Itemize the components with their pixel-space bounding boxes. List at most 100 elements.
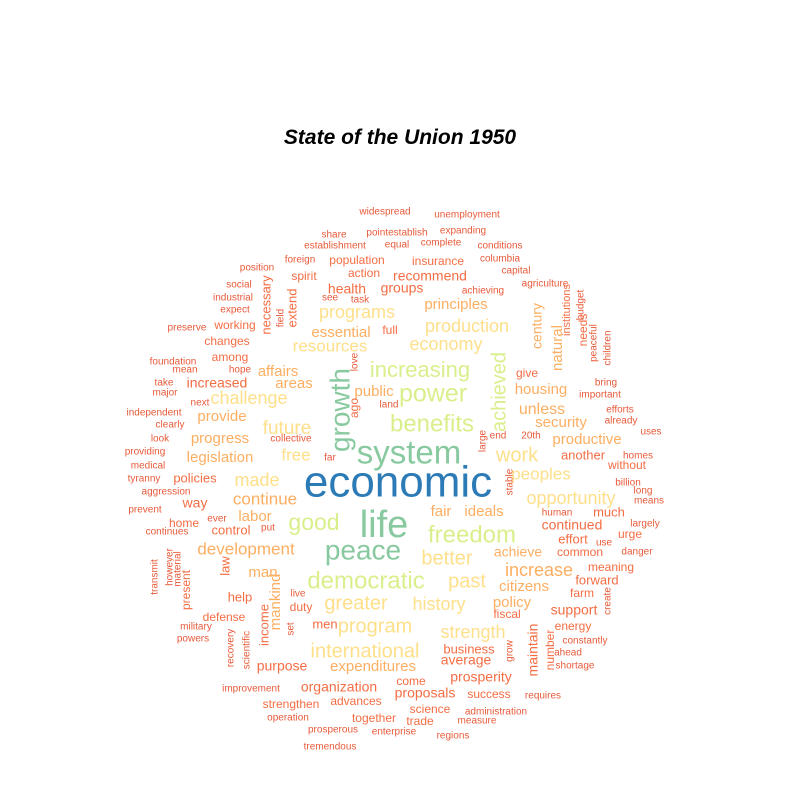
word-requires: requires: [525, 691, 561, 702]
word-capital: capital: [502, 266, 531, 277]
word-law: law: [217, 556, 232, 576]
word-give: give: [516, 366, 538, 380]
word-benefits: benefits: [390, 410, 474, 437]
word-grow: grow: [505, 639, 516, 661]
word-citizens: citizens: [499, 578, 549, 595]
word-live: live: [290, 589, 305, 600]
word-economy: economy: [409, 334, 482, 354]
word-prosperous: prosperous: [308, 725, 358, 736]
word-aggression: aggression: [142, 487, 191, 498]
word-work: work: [495, 444, 539, 466]
word-clearly: clearly: [156, 420, 185, 431]
word-meaning: meaning: [588, 560, 634, 574]
word-achieved: achieved: [488, 352, 510, 432]
word-large: large: [478, 429, 489, 452]
word-increasing: increasing: [370, 357, 470, 382]
word-maintain: maintain: [525, 624, 541, 677]
word-expenditures: expenditures: [330, 658, 416, 675]
word-organization: organization: [301, 679, 377, 695]
word-human: human: [542, 508, 573, 519]
word-common: common: [557, 545, 603, 559]
word-average: average: [441, 652, 492, 668]
word-advances: advances: [330, 694, 381, 708]
word-program: program: [338, 615, 412, 637]
word-freedom: freedom: [428, 521, 516, 548]
word-regions: regions: [437, 731, 470, 742]
word-ideals: ideals: [464, 503, 503, 520]
word-home: home: [169, 516, 199, 530]
word-measure: measure: [458, 716, 497, 727]
word-without: without: [607, 458, 647, 472]
word-tremendous: tremendous: [304, 742, 357, 753]
word-columbia: columbia: [480, 254, 520, 265]
word-peaceful: peaceful: [589, 324, 600, 362]
word-groups: groups: [381, 280, 424, 296]
word-medical: medical: [131, 461, 165, 472]
word-foundation: foundation: [150, 357, 197, 368]
word-stable: stable: [505, 468, 516, 495]
word-expect: expect: [220, 305, 250, 316]
word-strengthen: strengthen: [263, 697, 320, 711]
word-extend: extend: [284, 288, 299, 327]
word-resources: resources: [293, 336, 368, 355]
word-complete: complete: [421, 238, 462, 249]
word-development: development: [197, 539, 295, 558]
word-set: set: [286, 622, 297, 636]
word-productive: productive: [552, 431, 621, 448]
word-housing: housing: [515, 381, 568, 398]
word-recommend: recommend: [393, 268, 467, 284]
word-continued: continued: [542, 517, 603, 533]
word-long: long: [634, 486, 653, 497]
word-continue: continue: [233, 489, 297, 508]
word-together: together: [352, 711, 396, 725]
word-proposals: proposals: [395, 685, 456, 701]
word-areas: areas: [275, 375, 313, 392]
word-power: power: [399, 380, 467, 408]
word-position: position: [240, 263, 274, 274]
word-tyranny: tyranny: [128, 474, 161, 485]
word-providing: providing: [125, 447, 166, 458]
word-foreign: foreign: [285, 255, 316, 266]
word-important: important: [579, 390, 621, 401]
word-put: put: [261, 523, 275, 534]
word-ever: ever: [207, 514, 227, 525]
word-history: history: [412, 594, 465, 614]
word-shortage: shortage: [556, 661, 595, 672]
word-enterprise: enterprise: [372, 727, 417, 738]
word-help: help: [228, 589, 253, 604]
word-past: past: [448, 570, 486, 592]
word-expanding: expanding: [440, 226, 486, 237]
word-operation: operation: [267, 713, 309, 724]
word-effort: effort: [558, 531, 588, 546]
word-task: task: [351, 295, 370, 306]
word-ahead: ahead: [554, 648, 582, 659]
word-opportunity: opportunity: [526, 488, 615, 508]
word-conditions: conditions: [477, 241, 522, 252]
word-love: love: [350, 352, 361, 371]
word-essential: essential: [311, 324, 370, 341]
word-men: men: [312, 616, 337, 631]
word-security: security: [535, 414, 587, 431]
word-mankind: mankind: [267, 574, 284, 631]
word-democratic: democratic: [307, 567, 424, 594]
word-unemployment: unemployment: [434, 210, 500, 221]
word-billion: billion: [615, 478, 641, 489]
word-ago: ago: [347, 398, 361, 418]
word-needs: needs: [576, 314, 590, 347]
word-trade: trade: [406, 714, 434, 728]
word-means: means: [634, 496, 664, 507]
chart-title: State of the Union 1950: [283, 126, 517, 149]
word-present: present: [179, 569, 193, 610]
word-strength: strength: [440, 622, 505, 642]
word-purpose: purpose: [257, 658, 308, 674]
word-provide: provide: [197, 408, 246, 425]
word-success: success: [467, 687, 510, 701]
word-future: future: [263, 418, 312, 439]
word-take: take: [155, 378, 174, 389]
word-legislation: legislation: [187, 449, 254, 466]
word-income: income: [256, 604, 271, 646]
word-prosperity: prosperity: [450, 669, 511, 685]
word-mean: mean: [172, 365, 197, 376]
